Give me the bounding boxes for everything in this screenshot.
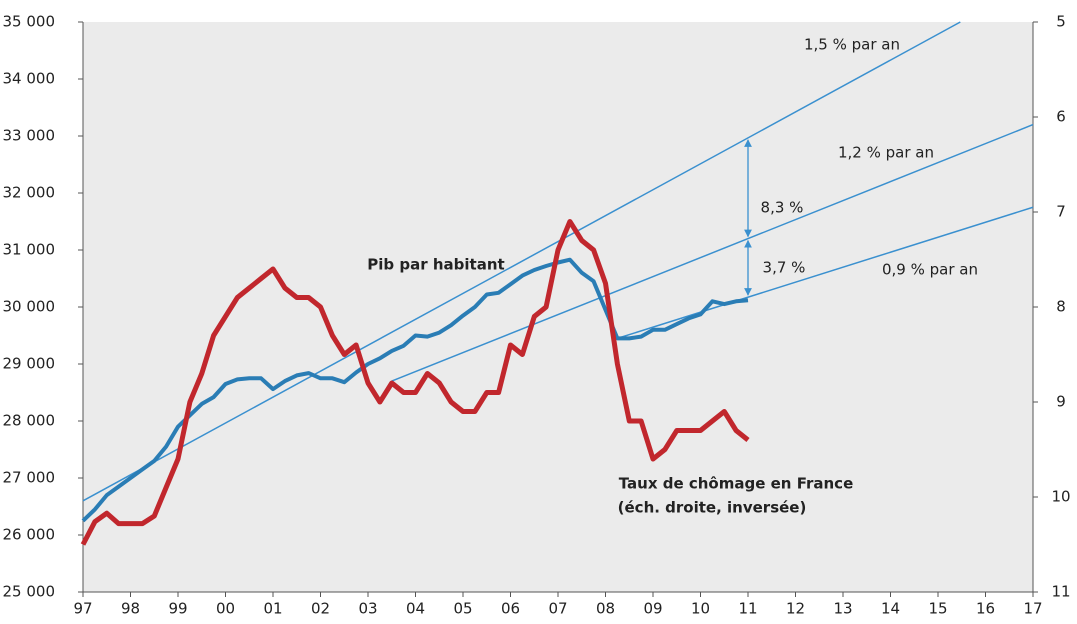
y-tick-label: 35 000 [3, 13, 56, 31]
y2-tick-label: 11 [1051, 583, 1070, 601]
y-tick-label: 26 000 [3, 526, 56, 544]
x-tick-label: 17 [1023, 600, 1042, 618]
y-tick-label: 25 000 [3, 583, 56, 601]
annotation: 8,3 % [761, 199, 804, 217]
x-tick-label: 02 [311, 600, 330, 618]
x-tick-label: 16 [976, 600, 995, 618]
plot-background [83, 22, 1033, 592]
y-tick-label: 32 000 [3, 184, 56, 202]
y-tick-label: 27 000 [3, 469, 56, 487]
x-tick-label: 08 [596, 600, 615, 618]
series-note: (éch. droite, inversée) [618, 499, 807, 517]
trend-line [391, 123, 1034, 382]
x-tick-label: 00 [216, 600, 235, 618]
trend-label: 1,2 % par an [838, 144, 934, 162]
x-tick-label: 06 [501, 600, 520, 618]
y-tick-label: 30 000 [3, 298, 56, 316]
x-tick-label: 12 [786, 600, 805, 618]
y2-tick-label: 9 [1056, 393, 1066, 411]
y-tick-label: 28 000 [3, 412, 56, 430]
x-tick-label: 99 [168, 600, 187, 618]
y-tick-label: 33 000 [3, 127, 56, 145]
y-tick-label: 29 000 [3, 355, 56, 373]
x-tick-label: 14 [881, 600, 900, 618]
y2-tick-label: 5 [1056, 13, 1066, 31]
trend-line [82, 21, 961, 502]
y2-tick-label: 10 [1051, 488, 1070, 506]
y2-tick-label: 8 [1056, 298, 1066, 316]
trend-label: 0,9 % par an [882, 261, 978, 279]
x-tick-label: 97 [73, 600, 92, 618]
y2-tick-label: 7 [1056, 203, 1066, 221]
x-tick-label: 11 [738, 600, 757, 618]
x-tick-label: 09 [643, 600, 662, 618]
series-label: Pib par habitant [367, 256, 504, 274]
series-line [80, 219, 750, 546]
y2-tick-label: 6 [1056, 108, 1066, 126]
x-tick-label: 05 [453, 600, 472, 618]
series-label: Taux de chômage en France [619, 475, 854, 493]
trend-line [617, 206, 1034, 340]
x-tick-label: 15 [928, 600, 947, 618]
annotation: 3,7 % [763, 259, 806, 277]
x-tick-label: 04 [406, 600, 425, 618]
x-tick-label: 13 [833, 600, 852, 618]
y-tick-label: 34 000 [3, 70, 56, 88]
series-line [81, 257, 749, 523]
x-tick-label: 03 [358, 600, 377, 618]
trend-label: 1,5 % par an [804, 36, 900, 54]
x-tick-label: 01 [263, 600, 282, 618]
x-tick-label: 10 [691, 600, 710, 618]
x-tick-label: 07 [548, 600, 567, 618]
y-tick-label: 31 000 [3, 241, 56, 259]
x-tick-label: 98 [121, 600, 140, 618]
